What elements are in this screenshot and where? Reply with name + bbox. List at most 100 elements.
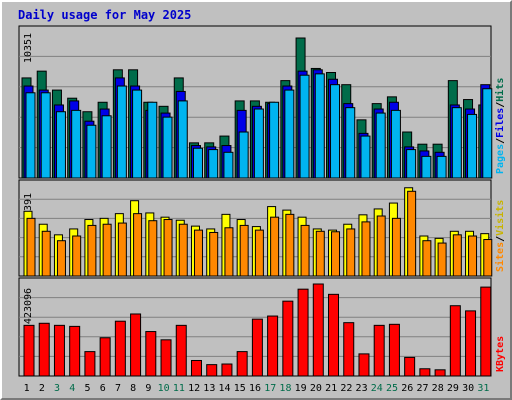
x-tick-label: 13 xyxy=(203,383,215,394)
pages-bar-fill xyxy=(162,116,173,179)
sites-bar-fill xyxy=(468,235,478,277)
pages-bar xyxy=(451,107,462,179)
kbytes-bar-fill xyxy=(160,339,172,377)
x-tick-label: 5 xyxy=(85,383,91,394)
sites-bar-fill xyxy=(331,231,341,277)
sites-bar-fill xyxy=(193,229,203,277)
pages-bar xyxy=(223,151,234,179)
kbytes-bar-fill xyxy=(23,324,35,377)
x-tick-label: 7 xyxy=(115,383,121,394)
kbytes-bar xyxy=(160,339,172,377)
pages-bar-fill xyxy=(436,155,447,179)
pages-bar-fill xyxy=(208,149,219,179)
pages-bar xyxy=(330,84,341,179)
x-tick-label: 19 xyxy=(295,383,307,394)
kbytes-bar-fill xyxy=(145,331,157,377)
sites-bar-fill xyxy=(41,230,51,277)
pages-bar xyxy=(208,149,219,179)
sites-bar xyxy=(376,215,386,277)
requests-legend-part: Pages xyxy=(495,144,506,174)
sites-bar xyxy=(178,223,188,277)
kbytes-bar-fill xyxy=(465,310,477,377)
sites-bar xyxy=(72,235,82,277)
kbytes-bar xyxy=(23,324,35,377)
kbytes-bar-fill xyxy=(221,363,233,377)
kbytes-bar xyxy=(236,351,248,377)
kbytes-bar-fill xyxy=(282,300,294,377)
kbytes-bar xyxy=(297,288,309,377)
pages-bar-fill xyxy=(345,107,356,179)
visitors-legend-part: Visits xyxy=(494,200,506,236)
x-tick-label: 2 xyxy=(39,383,45,394)
kbytes-legend: KBytes xyxy=(495,336,506,372)
kbytes-bar xyxy=(145,331,157,377)
pages-bar-fill xyxy=(406,149,417,179)
x-tick-label: 23 xyxy=(356,383,368,394)
pages-bar-fill xyxy=(40,92,51,179)
visitors-legend-part: / xyxy=(495,236,506,242)
sites-bar xyxy=(361,221,371,277)
kbytes-bar xyxy=(434,369,446,377)
kbytes-bar xyxy=(343,322,355,377)
sites-bar-fill xyxy=(133,213,143,277)
x-tick-label: 22 xyxy=(340,383,352,394)
sites-bar xyxy=(331,231,341,277)
pages-bar-fill xyxy=(177,100,188,179)
kbytes-bar-fill xyxy=(190,359,202,377)
kbytes-bar-fill xyxy=(267,315,279,377)
sites-bar-fill xyxy=(300,224,310,277)
x-tick-label: 4 xyxy=(69,383,75,394)
kbytes-bar-fill xyxy=(388,323,400,377)
kbytes-bar-fill xyxy=(38,322,50,377)
pages-bar xyxy=(116,85,127,179)
sites-bar xyxy=(346,228,356,277)
x-tick-label: 12 xyxy=(188,383,200,394)
pages-bar xyxy=(406,149,417,179)
pages-bar xyxy=(269,101,280,179)
sites-bar-fill xyxy=(361,221,371,277)
kbytes-bar-fill xyxy=(84,351,96,377)
x-tick-label: 31 xyxy=(477,383,489,394)
sites-bar-fill xyxy=(376,215,386,277)
kbytes-bar-fill xyxy=(480,286,492,377)
pages-bar xyxy=(375,112,386,179)
x-tick-label: 15 xyxy=(234,383,246,394)
kbytes-legend-part: KBytes xyxy=(495,336,506,372)
kbytes-bar-fill xyxy=(373,324,385,377)
pages-bar-fill xyxy=(269,101,280,179)
pages-bar-fill xyxy=(25,92,36,179)
pages-bar-fill xyxy=(132,89,143,179)
pages-bar-fill xyxy=(71,109,82,179)
sites-bar-fill xyxy=(87,224,97,277)
sites-bar xyxy=(270,216,280,277)
pages-bar-fill xyxy=(192,147,203,179)
x-tick-label: 8 xyxy=(130,383,136,394)
kbytes-bar-fill xyxy=(206,364,218,377)
kbytes-bar xyxy=(114,320,126,377)
kbytes-bar xyxy=(175,324,187,377)
sites-bar-fill xyxy=(117,222,127,277)
sites-bar-fill xyxy=(285,213,295,277)
pages-bar-fill xyxy=(390,109,401,179)
pages-bar xyxy=(55,111,66,179)
sites-bar-fill xyxy=(56,240,66,277)
x-tick-label: 16 xyxy=(249,383,261,394)
x-tick-label: 9 xyxy=(145,383,151,394)
kbytes-bar xyxy=(53,324,65,377)
kbytes-bar xyxy=(206,364,218,377)
pages-bar xyxy=(436,155,447,179)
x-tick-label: 24 xyxy=(371,383,383,394)
kbytes-bar xyxy=(282,300,294,377)
x-tick-label: 1 xyxy=(24,383,30,394)
x-tick-label: 25 xyxy=(386,383,398,394)
sites-bar-fill xyxy=(315,230,325,277)
sites-bar xyxy=(254,229,264,277)
pages-bar xyxy=(132,89,143,179)
x-tick-label: 27 xyxy=(416,383,428,394)
kbytes-bar-fill xyxy=(434,369,446,377)
chart-title: Daily usage for May 2025 xyxy=(18,8,192,22)
x-tick-label: 17 xyxy=(264,383,276,394)
x-tick-label: 18 xyxy=(279,383,291,394)
pages-bar xyxy=(147,101,158,179)
sites-bar-fill xyxy=(407,190,417,277)
